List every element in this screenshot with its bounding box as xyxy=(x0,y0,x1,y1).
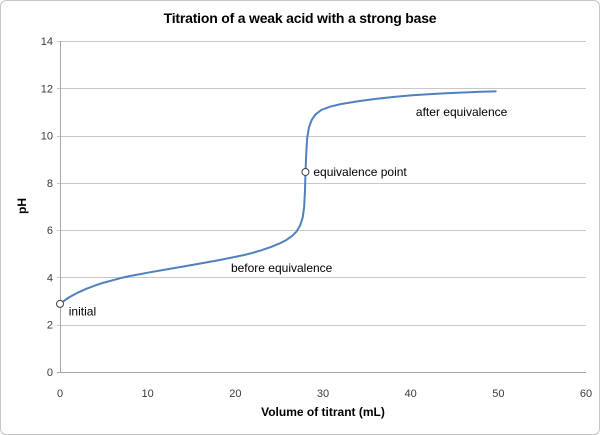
x-tick-label: 40 xyxy=(405,388,417,400)
x-tick-label: 30 xyxy=(317,388,329,400)
x-tick-label: 60 xyxy=(580,388,592,400)
titration-curve xyxy=(59,90,497,305)
y-tick-label: 6 xyxy=(47,225,53,237)
y-tick-label: 12 xyxy=(41,83,53,95)
x-axis-title: Volume of titrant (mL) xyxy=(261,405,385,419)
y-tick-label: 14 xyxy=(41,36,53,48)
y-tick-label: 2 xyxy=(47,320,53,332)
y-tick-label: 8 xyxy=(47,178,53,190)
x-tick-label: 20 xyxy=(229,388,241,400)
initial-point-marker xyxy=(56,299,64,308)
annotation-before-equivalence: before equivalence xyxy=(231,261,333,275)
annotation-equivalence-point: equivalence point xyxy=(313,165,407,179)
chart-title: Titration of a weak acid with a strong b… xyxy=(163,10,437,26)
y-tick-label: 10 xyxy=(41,131,53,143)
x-tick-label: 10 xyxy=(142,388,154,400)
y-tick-label: 0 xyxy=(47,367,53,379)
equivalence-point-marker xyxy=(301,167,310,176)
annotation-after-equivalence: after equivalence xyxy=(416,105,508,119)
x-tick-label: 50 xyxy=(492,388,504,400)
x-tick-label: 0 xyxy=(57,388,63,400)
y-axis-title: pH xyxy=(15,198,29,214)
y-tick-label: 4 xyxy=(47,272,53,284)
annotation-initial: initial xyxy=(69,305,96,319)
